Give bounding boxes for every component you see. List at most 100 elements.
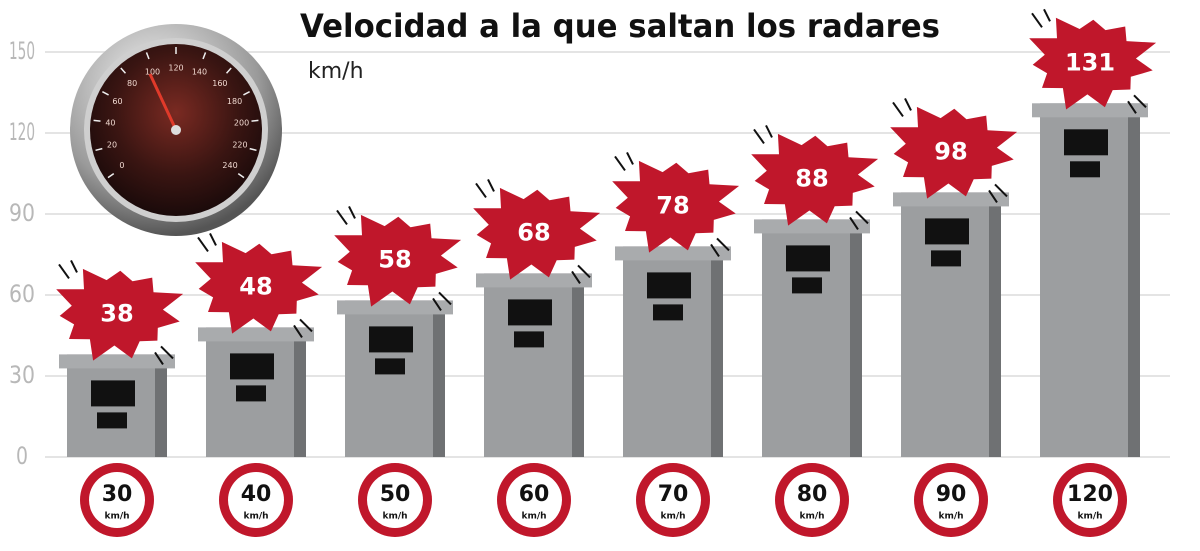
burst-tick [70,259,78,273]
burst-tick [716,237,730,252]
burst-tick [299,318,313,333]
burst-tick [892,101,904,117]
speed-sign [923,472,979,528]
burst-tick [1133,94,1147,109]
bar-cap [615,246,731,261]
value-label: 48 [239,272,272,300]
radar-window [91,380,135,407]
chart-title: Velocidad a la que saltan los radares [300,7,940,45]
burst [751,133,879,226]
radar-window [653,304,683,321]
burst-tick [1127,100,1137,114]
radar: 38 [56,259,184,457]
burst [195,241,323,334]
gauge-tick [120,67,127,74]
burst-tick [336,209,348,225]
value-label: 131 [1065,48,1115,76]
y-tick-label: 120 [9,118,35,146]
radar-window [647,272,691,299]
gauge-label: 120 [168,64,183,73]
x-tick-label: 60 [519,482,550,507]
burst-tick [614,155,626,171]
gauge-tick [95,147,103,152]
radar-window [1070,161,1100,178]
burst [473,187,601,280]
bar-shade [989,202,1001,457]
radar: 58 [334,205,462,457]
burst-tick [58,263,70,279]
radar: 98 [890,97,1018,457]
x-tick-label: 40 [241,482,272,507]
speed-sign [784,472,840,528]
radar-window [97,412,127,429]
bar [1040,103,1140,458]
speed-sign [367,472,423,528]
x-tick-label: 120 [1067,482,1113,507]
burst [612,160,740,253]
gauge-tick [102,91,109,96]
burst-tick [577,264,591,279]
radar: 131 [1029,8,1157,458]
burst-tick [475,182,487,198]
burst [1029,17,1157,110]
burst-tick [1043,8,1051,22]
bar-shade [850,229,862,457]
gauge-tick [237,172,245,179]
x-tick-label: 30 [102,482,133,507]
value-label: 58 [378,245,411,273]
x-tick-label: 90 [936,482,967,507]
burst-tick [1031,12,1043,28]
bar-cap [476,273,592,288]
burst-tick [160,345,174,360]
burst [890,106,1018,199]
x-tick-unit: km/h [521,512,546,522]
gauge-tick [93,119,101,122]
speed-sign [89,472,145,528]
x-tick-unit: km/h [938,512,963,522]
burst-tick [765,124,773,138]
gauge-label: 180 [227,97,242,106]
gauge-label: 40 [105,118,115,127]
radar-window [230,353,274,380]
bar-cap [337,300,453,315]
radar-window [925,218,969,245]
x-tick-unit: km/h [799,512,824,522]
burst-tick [432,297,442,311]
gauge-label: 20 [107,141,117,150]
burst-tick [197,236,209,252]
burst-tick [487,178,495,192]
value-label: 38 [100,299,133,327]
burst-tick [571,270,581,284]
gauge-label: 200 [234,118,249,127]
speed-sign [1062,472,1118,528]
gauge-label: 80 [127,79,137,88]
burst-tick [626,151,634,165]
bar-cap [59,354,175,369]
x-tick-unit: km/h [660,512,685,522]
burst-tick [348,205,356,219]
gauge-label: 240 [222,161,237,170]
y-tick-label: 150 [9,37,35,65]
bar-shade [711,256,723,457]
burst [56,268,184,361]
burst-tick [994,183,1008,198]
x-tick-unit: km/h [1077,512,1102,522]
radar-window [1064,129,1108,156]
gauge-label: 100 [145,68,160,77]
speed-sign [645,472,701,528]
gauge-label: 220 [232,141,247,150]
radar-window [514,331,544,348]
bar-shade [433,310,445,457]
x-tick-unit: km/h [382,512,407,522]
bar [345,300,445,457]
gauge-tick [145,52,150,60]
value-label: 88 [795,164,828,192]
radar-window [786,245,830,272]
x-tick-unit: km/h [104,512,129,522]
speed-sign [506,472,562,528]
x-tick-label: 80 [797,482,828,507]
gauge-label: 140 [192,68,207,77]
bars: 38 30 km/h 48 40 km/h 58 50 km/h 68 60 km/h 78 70 km/h… [56,8,1157,537]
gauge-tick [107,172,115,179]
